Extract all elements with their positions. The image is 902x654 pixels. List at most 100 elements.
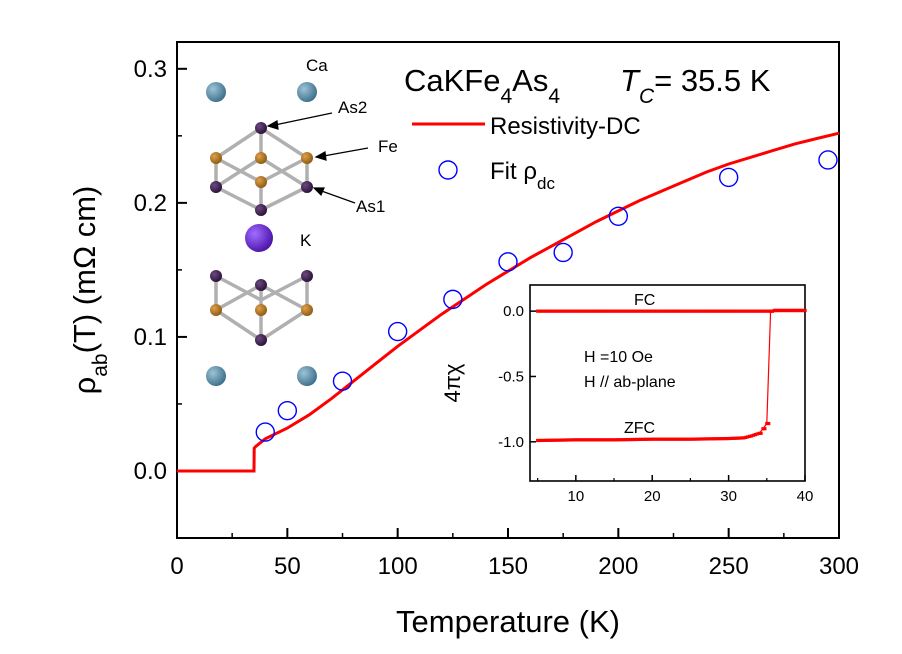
- inset-fc-marker: [593, 309, 597, 313]
- inset-annotation-direction: H // ab-plane: [584, 374, 676, 391]
- inset-zfc-marker: [570, 438, 574, 442]
- inset-zfc-marker: [675, 437, 679, 441]
- fe-atom: [210, 152, 222, 164]
- inset-zfc-marker: [702, 437, 706, 441]
- inset-zfc-marker: [730, 436, 735, 440]
- structure-label-as2: As2: [338, 98, 367, 117]
- inset-zfc-marker: [683, 437, 687, 441]
- inset-fc-marker: [675, 309, 679, 313]
- inset-fc-marker: [579, 309, 584, 313]
- inset-zfc-marker: [774, 308, 778, 313]
- inset-zfc-marker: [748, 434, 752, 439]
- inset-fc-marker: [599, 309, 603, 313]
- inset-fc-marker: [625, 309, 629, 313]
- inset-fc-marker: [660, 309, 664, 313]
- inset-zfc-marker: [568, 438, 572, 442]
- inset-zfc-marker: [803, 308, 807, 313]
- inset-fc-marker: [662, 309, 666, 313]
- inset-plot-frame: [529, 284, 806, 482]
- inset-fc-marker: [763, 309, 767, 313]
- inset-zfc-marker: [602, 438, 607, 442]
- inset-zfc-marker: [776, 308, 780, 313]
- x-tick-label: 300: [819, 553, 859, 580]
- inset-zfc-marker: [557, 438, 561, 442]
- fit-rho-dc-point: [818, 150, 838, 170]
- inset-zfc-marker: [742, 436, 746, 440]
- inset-fc-marker: [707, 309, 712, 313]
- main-x-axis: 0 50 100 150 200 250 300: [170, 528, 859, 580]
- inset-fc-marker: [644, 309, 649, 313]
- inset-fc-marker: [656, 309, 660, 313]
- inset-zfc-marker: [545, 438, 549, 442]
- inset-y-axis-label: 4πχ: [440, 363, 465, 402]
- inset-zfc-marker: [686, 437, 691, 441]
- inset-zfc-marker: [711, 437, 715, 441]
- inset-zfc-marker: [547, 438, 551, 442]
- inset-zfc-marker: [562, 438, 566, 442]
- inset-fc-marker: [734, 309, 738, 313]
- inset-fc-marker: [578, 309, 582, 313]
- inset-zfc-marker: [677, 437, 681, 441]
- inset-fc-marker: [725, 309, 729, 313]
- inset-zfc-marker: [633, 437, 637, 442]
- structure-bonds: [214, 126, 309, 342]
- inset-fc-marker: [755, 309, 759, 313]
- inset-zfc-marker: [543, 438, 547, 442]
- inset-zfc-marker: [662, 437, 666, 441]
- inset-zfc-marker: [627, 437, 631, 442]
- ca-atom: [206, 82, 226, 102]
- x-tick-label: 150: [488, 553, 528, 580]
- inset-fc-marker: [549, 309, 553, 313]
- x-tick-label: 250: [709, 553, 749, 580]
- y-tick-label: 0.0: [134, 458, 167, 485]
- inset-zfc-marker: [650, 437, 654, 441]
- inset-zfc-marker: [539, 438, 544, 443]
- inset-zfc-marker: [644, 437, 649, 441]
- fit-rho-dc-point: [443, 289, 463, 310]
- inset-zfc-marker: [623, 438, 628, 442]
- inset-zfc-marker: [793, 308, 798, 313]
- inset-fc-marker: [717, 309, 721, 313]
- x-tick-label: 200: [598, 553, 638, 580]
- as1-atom: [255, 204, 267, 216]
- inset-fc-marker: [765, 309, 769, 313]
- structure-label-fe: Fe: [378, 137, 398, 156]
- inset-fc-marker: [627, 309, 631, 313]
- inset-zfc-marker: [654, 437, 658, 441]
- inset-zfc-marker: [700, 437, 704, 441]
- main-y-axis: 0.0 0.1 0.2 0.3: [134, 56, 187, 539]
- inset-fc-marker: [568, 309, 572, 313]
- inset-zfc-marker: [801, 308, 805, 313]
- inset-zfc-marker: [595, 438, 599, 442]
- inset-fc-marker: [604, 309, 608, 313]
- inset-fc-marker: [620, 309, 624, 313]
- inset-zfc-marker: [589, 438, 593, 442]
- inset-zfc-marker: [769, 309, 773, 313]
- inset-fc-marker: [736, 309, 740, 313]
- inset-zfc-marker: [778, 308, 782, 313]
- inset-fc-marker: [654, 309, 658, 313]
- inset-fc-marker: [749, 309, 754, 313]
- inset-zfc-marker: [665, 437, 670, 441]
- inset-zfc-marker: [696, 437, 700, 441]
- inset-zfc-marker: [761, 427, 765, 431]
- as-atom: [255, 279, 267, 291]
- inset-zfc-marker: [684, 437, 689, 441]
- inset-fc-marker: [539, 309, 544, 313]
- inset-fc-marker: [629, 309, 633, 313]
- inset-fc-marker: [721, 309, 725, 313]
- inset-y-tick-label: -0.5: [498, 368, 524, 385]
- inset-zfc-marker: [576, 438, 580, 442]
- inset-fc-marker: [681, 309, 685, 313]
- y-axis-label: ρab(T) (mΩ cm): [67, 186, 112, 395]
- inset-fc-marker: [637, 309, 641, 313]
- inset-y-tick-label: -1.0: [498, 434, 524, 451]
- inset-zfc-marker: [746, 435, 750, 439]
- inset-zfc-marker: [788, 308, 792, 313]
- as-atom: [255, 334, 267, 346]
- inset-zfc-marker: [587, 438, 591, 442]
- inset-fc-marker: [635, 309, 639, 313]
- inset-fc-marker: [669, 309, 673, 313]
- inset-zfc-marker: [641, 437, 645, 441]
- inset-fc-marker: [753, 309, 757, 313]
